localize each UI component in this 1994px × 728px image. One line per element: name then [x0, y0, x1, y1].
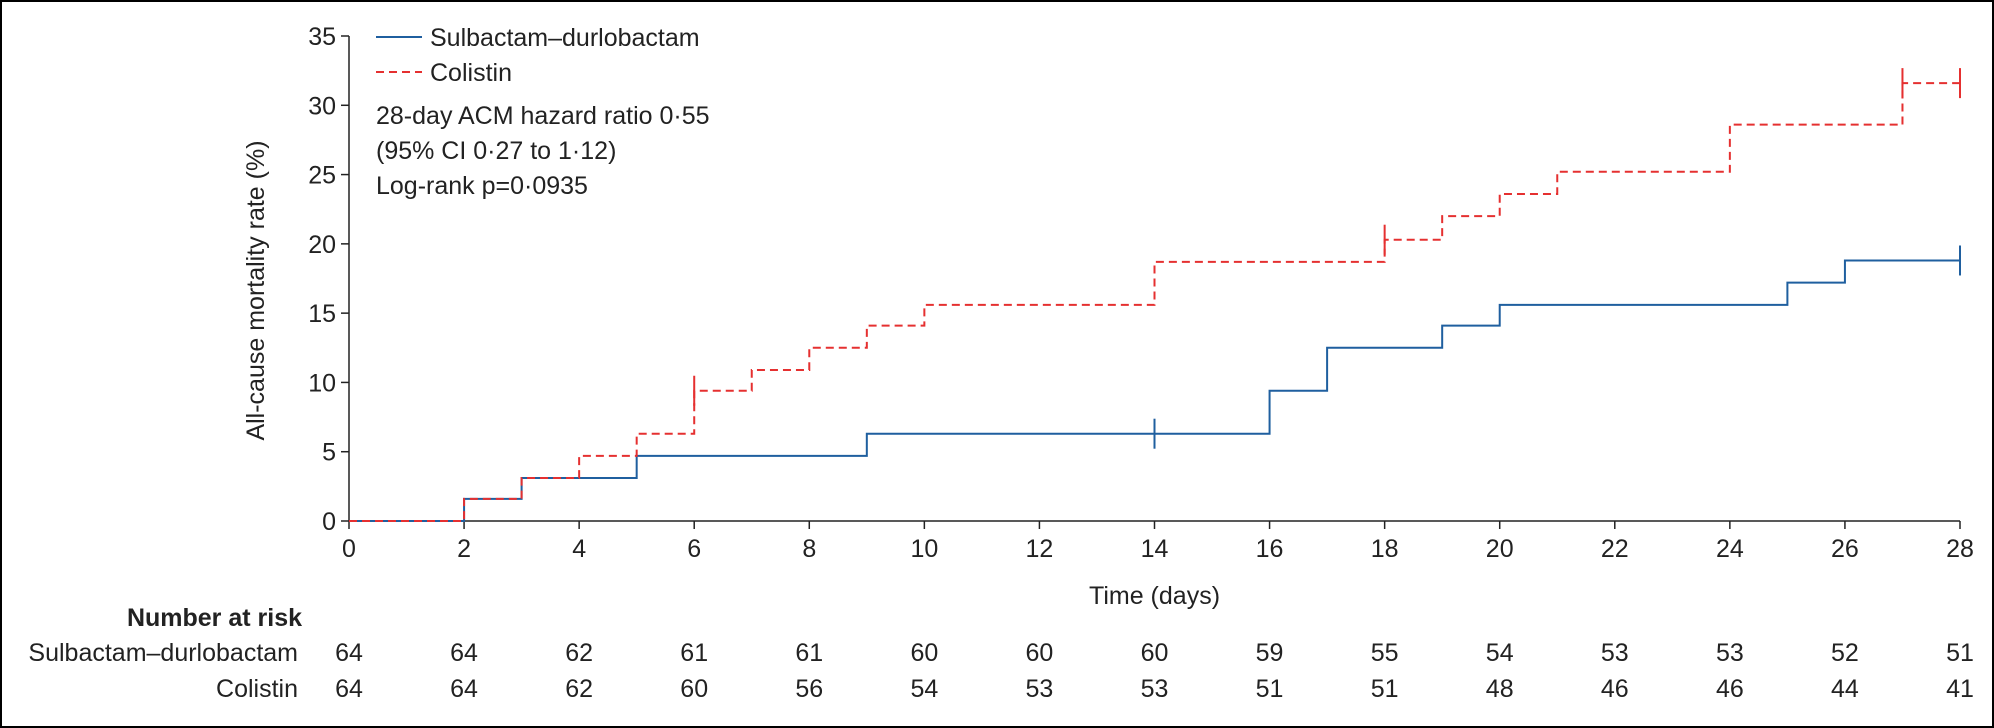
risk-value-colistin: 46	[1716, 675, 1744, 703]
risk-value-sulbactam: 59	[1256, 639, 1284, 667]
legend-label-sulbactam: Sulbactam–durlobactam	[430, 24, 700, 52]
number-at-risk-table: Number at risk Sulbactam–durlobactam Col…	[28, 604, 1974, 703]
risk-value-sulbactam: 53	[1601, 639, 1629, 667]
x-tick-label: 20	[1486, 535, 1514, 563]
y-tick-label: 20	[308, 231, 336, 259]
risk-value-colistin: 51	[1371, 675, 1399, 703]
risk-table-title: Number at risk	[127, 604, 302, 632]
risk-value-sulbactam: 60	[1141, 639, 1169, 667]
risk-value-sulbactam: 53	[1716, 639, 1744, 667]
x-tick-label: 8	[802, 535, 816, 563]
x-tick-label: 10	[910, 535, 938, 563]
risk-value-colistin: 53	[1141, 675, 1169, 703]
x-tick-label: 4	[572, 535, 586, 563]
x-tick-label: 26	[1831, 535, 1859, 563]
x-tick-label: 12	[1026, 535, 1054, 563]
x-tick-label: 22	[1601, 535, 1629, 563]
y-tick-label: 25	[308, 162, 336, 190]
risk-value-colistin: 53	[1026, 675, 1054, 703]
y-tick-label: 5	[322, 439, 336, 467]
x-tick-label: 28	[1946, 535, 1974, 563]
logrank-p-text: Log-rank p=0·0935	[376, 172, 588, 200]
y-axis-title: All-cause mortality rate (%)	[242, 140, 270, 440]
risk-value-colistin: 62	[565, 675, 593, 703]
x-tick-label: 16	[1256, 535, 1284, 563]
series-layer	[349, 68, 1961, 522]
stats-annotation: 28-day ACM hazard ratio 0·55 (95% CI 0·2…	[376, 102, 710, 200]
risk-value-colistin: 54	[910, 675, 938, 703]
risk-value-colistin: 44	[1831, 675, 1859, 703]
risk-value-colistin: 41	[1946, 675, 1974, 703]
risk-value-sulbactam: 54	[1486, 639, 1514, 667]
legend-label-colistin: Colistin	[430, 59, 512, 87]
confidence-interval-text: (95% CI 0·27 to 1·12)	[376, 137, 616, 165]
risk-value-colistin: 64	[335, 675, 363, 703]
series-line-sulbactam-durlobactam	[349, 259, 1960, 522]
risk-row-label-colistin: Colistin	[216, 675, 298, 703]
legend: Sulbactam–durlobactam Colistin	[376, 24, 700, 87]
risk-value-colistin: 56	[795, 675, 823, 703]
risk-value-sulbactam: 55	[1371, 639, 1399, 667]
risk-value-colistin: 48	[1486, 675, 1514, 703]
y-tick-label: 15	[308, 300, 336, 328]
risk-value-sulbactam: 64	[450, 639, 478, 667]
risk-value-sulbactam: 60	[1026, 639, 1054, 667]
x-tick-label: 2	[457, 535, 471, 563]
risk-value-sulbactam: 61	[680, 639, 708, 667]
x-tick-label: 0	[342, 535, 356, 563]
y-tick-label: 30	[308, 92, 336, 120]
x-tick-label: 6	[687, 535, 701, 563]
x-axis-title: Time (days)	[1089, 582, 1220, 610]
y-tick-label: 0	[322, 508, 336, 536]
risk-value-sulbactam: 64	[335, 639, 363, 667]
risk-value-sulbactam: 52	[1831, 639, 1859, 667]
series-line-colistin	[349, 82, 1960, 522]
risk-value-colistin: 60	[680, 675, 708, 703]
risk-value-sulbactam: 51	[1946, 639, 1974, 667]
risk-value-sulbactam: 61	[795, 639, 823, 667]
x-tick-label: 14	[1141, 535, 1169, 563]
risk-value-colistin: 51	[1256, 675, 1284, 703]
x-tick-label: 18	[1371, 535, 1399, 563]
hazard-ratio-text: 28-day ACM hazard ratio 0·55	[376, 102, 710, 130]
risk-value-colistin: 46	[1601, 675, 1629, 703]
risk-value-colistin: 64	[450, 675, 478, 703]
risk-value-sulbactam: 60	[910, 639, 938, 667]
y-tick-label: 35	[308, 23, 336, 51]
risk-value-sulbactam: 62	[565, 639, 593, 667]
risk-row-label-sulbactam: Sulbactam–durlobactam	[28, 639, 298, 667]
y-tick-label: 10	[308, 369, 336, 397]
x-tick-label: 24	[1716, 535, 1744, 563]
